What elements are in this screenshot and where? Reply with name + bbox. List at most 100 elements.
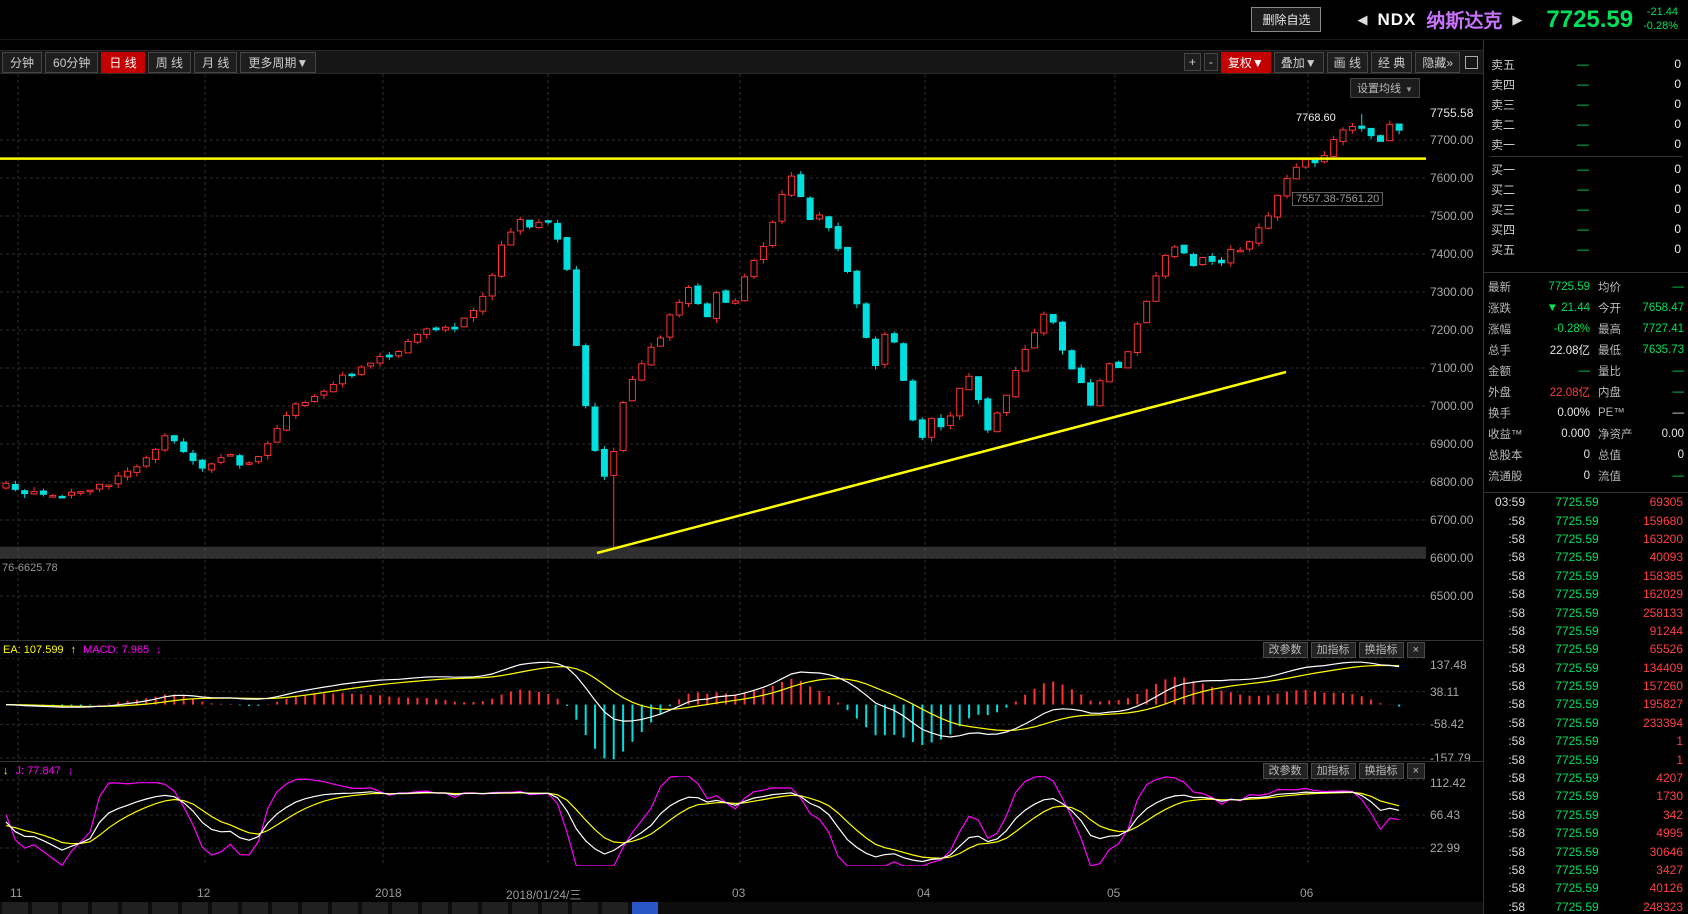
quote-row: 收益™ 0.000 净资产 0.00 — [1484, 423, 1688, 444]
trade-volume: 1730 — [1656, 789, 1683, 804]
delete-watchlist-button[interactable]: 删除自选 — [1251, 7, 1322, 32]
period-tab-4[interactable]: 月 线 — [194, 51, 238, 73]
time-axis: 11 12 2018 2018/01/24/三 03 04 05 06 — [0, 886, 1426, 902]
bottom-tab-stub[interactable] — [92, 902, 118, 914]
bottom-tab-stub[interactable] — [62, 902, 88, 914]
price-axis-top-label: 7755.58 — [1430, 105, 1474, 120]
trade-volume: 4995 — [1656, 826, 1683, 841]
ask-row: 卖四 — 0 — [1484, 74, 1688, 94]
price-axis-label: 7400.00 — [1430, 247, 1474, 261]
bottom-tab-stub[interactable] — [2, 902, 28, 914]
bottom-tab-stub[interactable] — [542, 902, 568, 914]
quote-value: — — [1578, 364, 1591, 377]
quote-value: 0.00% — [1557, 406, 1590, 419]
switch-indicator-button[interactable]: 换指标 — [1358, 642, 1404, 658]
trade-row: :58 7725.59 91244 — [1484, 622, 1688, 640]
order-volume: 0 — [1674, 222, 1681, 236]
zoom-out-button[interactable]: - — [1203, 53, 1218, 71]
trade-time: :58 — [1508, 715, 1525, 730]
quote-label: 流通股 — [1488, 470, 1523, 483]
trade-time: :58 — [1508, 752, 1525, 767]
quote-label: 换手 — [1488, 407, 1511, 420]
kdj-panel-buttons: 改参数 加指标 换指标 × — [1262, 763, 1425, 779]
bottom-tab-stub[interactable] — [212, 902, 238, 914]
bottom-tab-stub[interactable] — [302, 902, 328, 914]
quote-row: 总股本 0 总值 0 — [1484, 444, 1688, 465]
arrow-down-icon: ↓ — [156, 644, 162, 656]
bottom-tab-stub[interactable] — [482, 902, 508, 914]
bottom-tab-stub[interactable] — [242, 902, 268, 914]
quote-value: — — [1672, 385, 1685, 398]
bottom-tab-stub[interactable] — [422, 902, 448, 914]
trade-price: 7725.59 — [1555, 734, 1599, 749]
macd-chart[interactable] — [0, 657, 1426, 766]
bottom-tab-stub[interactable] — [512, 902, 538, 914]
price-axis-label: 7700.00 — [1430, 133, 1474, 147]
trade-price: 7725.59 — [1555, 899, 1599, 914]
quote-label: 总股本 — [1488, 449, 1523, 462]
add-indicator-button[interactable]: 加指标 — [1310, 763, 1356, 779]
add-indicator-button[interactable]: 加指标 — [1310, 642, 1356, 658]
bottom-tab-stub[interactable] — [122, 902, 148, 914]
bottom-tab-stub[interactable] — [32, 902, 58, 914]
change-params-button[interactable]: 改参数 — [1262, 642, 1308, 658]
bottom-tab-stub[interactable] — [152, 902, 178, 914]
close-panel-button[interactable]: × — [1406, 763, 1425, 779]
trade-volume: 65526 — [1649, 642, 1683, 657]
bid-row: 买四 — 0 — [1484, 219, 1688, 239]
order-price: — — [1577, 202, 1589, 216]
close-panel-button[interactable]: × — [1406, 642, 1425, 658]
classic-style-button[interactable]: 经 典 — [1370, 51, 1413, 73]
period-tab-3[interactable]: 周 线 — [147, 51, 192, 73]
bottom-tab-stub[interactable] — [392, 902, 418, 914]
bottom-tab-stub[interactable] — [182, 902, 208, 914]
period-tab-0[interactable]: 分钟 — [2, 51, 43, 73]
quote-label: 最高 — [1598, 323, 1621, 336]
kdj-chart[interactable] — [0, 775, 1426, 871]
chart-tools: + - 复权▼ 叠加▼ 画 线经 典隐藏» — [1181, 51, 1481, 73]
quote-row: 最新 7725.59 均价 — — [1484, 276, 1688, 297]
period-tab-1[interactable]: 60分钟 — [45, 51, 99, 73]
macd-axis-label: -58.42 — [1430, 717, 1465, 732]
prev-symbol-icon[interactable]: ◀ — [1357, 11, 1368, 27]
fullscreen-icon[interactable] — [1465, 55, 1478, 69]
switch-indicator-button[interactable]: 换指标 — [1358, 763, 1404, 779]
trade-row: :58 7725.59 158385 — [1484, 567, 1688, 585]
quote-row: 流通股 0 流值 — — [1484, 465, 1688, 486]
change-params-button[interactable]: 改参数 — [1262, 763, 1308, 779]
trade-row: :58 7725.59 233394 — [1484, 714, 1688, 732]
ma-settings-dropdown[interactable]: 设置均线 ▼ — [1350, 78, 1420, 98]
bottom-tab-stub[interactable] — [572, 902, 598, 914]
trade-time: :58 — [1508, 623, 1525, 638]
adjust-price-dropdown[interactable]: 复权▼ — [1220, 51, 1271, 73]
hide-button[interactable]: 隐藏» — [1415, 51, 1460, 73]
trade-row: :58 7725.59 258133 — [1484, 603, 1688, 621]
candlestick-chart[interactable] — [0, 74, 1426, 645]
tick-trades-list[interactable]: 03:59 7725.59 69305:58 7725.59 159680:58 7725… — [1484, 492, 1688, 914]
kdj-axis: 112.42 66.43 22.99 — [1430, 776, 1483, 866]
order-volume: 0 — [1674, 202, 1681, 216]
next-symbol-icon[interactable]: ▶ — [1512, 11, 1523, 27]
bottom-tab-stub[interactable] — [452, 902, 478, 914]
draw-line-button[interactable]: 画 线 — [1326, 51, 1368, 73]
trade-time: :58 — [1508, 771, 1525, 786]
quote-value: 7658.47 — [1642, 301, 1684, 314]
bottom-tab-stub[interactable] — [602, 902, 628, 914]
bottom-tab-stub[interactable] — [632, 902, 658, 914]
trade-volume: 30646 — [1649, 844, 1683, 859]
order-volume: 0 — [1674, 137, 1681, 151]
bottom-tab-stub[interactable] — [272, 902, 298, 914]
quote-label: 总手 — [1488, 344, 1511, 357]
price-axis-label: 7100.00 — [1430, 361, 1474, 375]
zoom-in-button[interactable]: + — [1183, 53, 1201, 71]
bottom-tab-stub[interactable] — [362, 902, 388, 914]
kdj-axis-label: 112.42 — [1430, 776, 1466, 790]
quote-value: 0 — [1677, 448, 1684, 461]
bottom-tab-stub[interactable] — [332, 902, 358, 914]
trade-time: :58 — [1508, 550, 1525, 565]
trade-volume: 233394 — [1642, 715, 1683, 730]
overlay-dropdown[interactable]: 叠加▼ — [1273, 51, 1324, 73]
period-tab-2[interactable]: 日 线 — [101, 51, 145, 73]
period-tab-5[interactable]: 更多周期▼ — [240, 51, 317, 73]
